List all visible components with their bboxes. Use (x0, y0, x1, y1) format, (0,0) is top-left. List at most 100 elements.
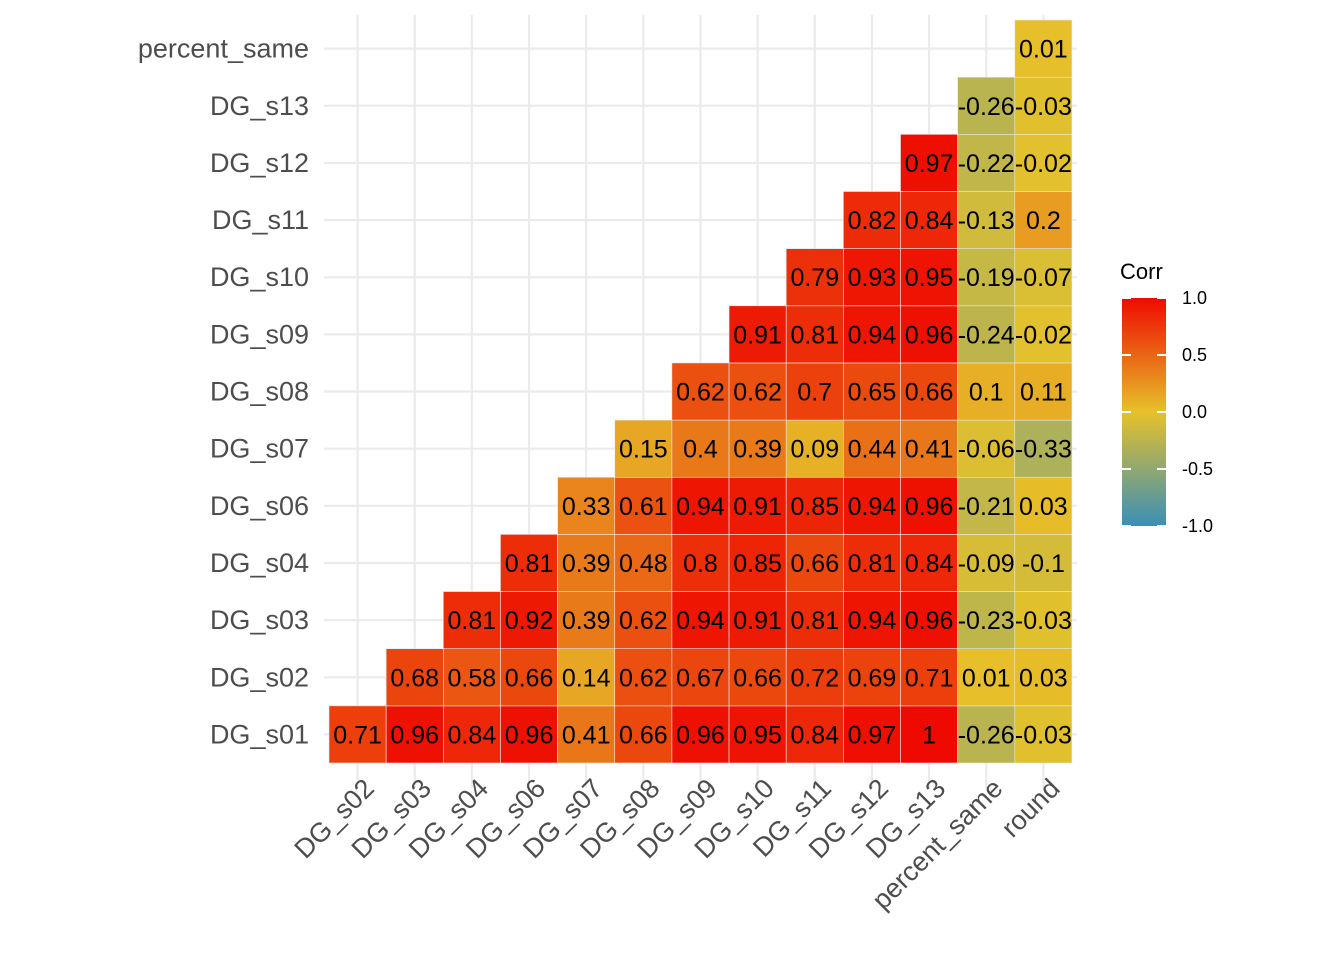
cell-value-label: 0.84 (790, 721, 839, 749)
heatmap-cell (957, 591, 1016, 649)
cell-value-label: -0.07 (1015, 264, 1072, 292)
cell-value-label: -0.03 (1015, 721, 1072, 749)
cell-value-label: -0.22 (958, 150, 1015, 178)
cell-value-label: 0.61 (619, 493, 668, 521)
heatmap-cell (957, 476, 1016, 535)
legend-title: Corr (1120, 259, 1163, 284)
cell-value-label: 0.03 (1019, 493, 1068, 521)
y-tick-label: DG_s13 (210, 91, 309, 121)
heatmap-cell (328, 705, 387, 764)
legend-tick-label: 0.0 (1182, 402, 1207, 422)
heatmap-cell (671, 591, 730, 649)
heatmap-cell (957, 134, 1016, 192)
heatmap-cell (900, 705, 958, 764)
heatmap-cell (900, 362, 958, 421)
heatmap-cell (900, 191, 958, 249)
cell-value-label: 0.66 (505, 664, 554, 692)
cell-value-label: 0.1 (969, 379, 1004, 407)
heatmap-cell (785, 648, 844, 707)
legend-tick-label: -1.0 (1182, 516, 1213, 536)
heatmap-cell (785, 591, 844, 649)
heatmap-cell (843, 476, 901, 535)
heatmap-cell (900, 648, 958, 707)
heatmap-cell (1014, 248, 1073, 307)
cell-value-label: 0.81 (505, 550, 554, 578)
y-axis: DG_s01 DG_s02 DG_s03 DG_s04 DG_s06 DG_s07 DG_s… (138, 34, 309, 750)
heatmap-cell (785, 362, 844, 421)
cell-value-label: -0.24 (958, 321, 1015, 349)
x-tick-label: round (996, 773, 1066, 843)
y-tick-label: DG_s11 (212, 205, 309, 235)
cell-value-label: 0.79 (790, 264, 839, 292)
heatmap-cell (728, 419, 787, 478)
heatmap-cell (614, 705, 673, 764)
cell-value-label: -0.09 (958, 550, 1015, 578)
cell-value-label: 0.39 (733, 436, 782, 464)
cell-value-label: -0.13 (958, 207, 1015, 235)
cell-value-label: 0.92 (505, 607, 554, 635)
y-tick-label: DG_s06 (210, 491, 309, 521)
cell-value-label: 0.66 (790, 550, 839, 578)
cell-value-label: 0.48 (619, 550, 668, 578)
heatmap-cell (671, 476, 730, 535)
cell-value-label: 0.94 (848, 321, 897, 349)
cell-value-label: 0.94 (848, 607, 897, 635)
cell-value-label: 0.03 (1019, 664, 1068, 692)
cell-value-label: 0.01 (1019, 36, 1068, 64)
cell-value-label: 0.96 (390, 721, 439, 749)
cell-value-label: 0.8 (683, 550, 718, 578)
cell-value-label: 0.4 (683, 436, 718, 464)
cell-value-label: 0.7 (797, 379, 832, 407)
cell-value-label: 0.66 (733, 664, 782, 692)
heatmap-cell (843, 191, 901, 249)
cell-value-label: 0.33 (562, 493, 611, 521)
cell-value-label: 0.62 (619, 664, 668, 692)
cell-value-label: 0.71 (333, 721, 382, 749)
heatmap-cell (614, 534, 673, 592)
heatmap-cell (1014, 19, 1073, 78)
heatmap-cell (900, 248, 958, 307)
heatmap-cell (900, 591, 958, 649)
cell-value-label: 0.68 (390, 664, 439, 692)
y-tick-label: DG_s02 (210, 662, 309, 692)
heatmap-cell (1014, 705, 1073, 764)
heatmap-cell (957, 362, 1016, 421)
cell-value-label: 1 (922, 721, 936, 749)
heatmap-cell (1014, 134, 1073, 192)
cell-value-label: 0.84 (905, 550, 954, 578)
legend-tick-label: 1.0 (1182, 288, 1207, 308)
heatmap-cell (843, 648, 901, 707)
cell-value-label: -0.26 (958, 93, 1015, 121)
cell-value-label: 0.81 (848, 550, 897, 578)
heatmap-cell (957, 705, 1016, 764)
y-tick-label: percent_same (138, 34, 309, 64)
cell-value-label: 0.69 (848, 664, 897, 692)
cell-value-label: 0.84 (905, 207, 954, 235)
heatmap-cell (1014, 362, 1073, 421)
heatmap-cell (557, 648, 616, 707)
heatmap-cell (843, 419, 901, 478)
heatmap-cells (328, 19, 1073, 764)
cell-value-label: -0.26 (958, 721, 1015, 749)
cell-value-label: 0.96 (505, 721, 554, 749)
heatmap-cell (957, 419, 1016, 478)
heatmap-cell (785, 476, 844, 535)
heatmap-cell (557, 476, 616, 535)
heatmap-cell (728, 534, 787, 592)
heatmap-cell (1014, 591, 1073, 649)
cell-value-label: 0.95 (733, 721, 782, 749)
cell-value-label: 0.91 (733, 321, 782, 349)
heatmap-cell (614, 476, 673, 535)
heatmap-cell (500, 705, 558, 764)
cell-value-label: -0.02 (1015, 321, 1072, 349)
y-tick-label: DG_s01 (210, 719, 309, 749)
cell-value-label: 0.81 (790, 321, 839, 349)
cell-value-label: 0.72 (790, 664, 839, 692)
heatmap-cell (1014, 476, 1073, 535)
heatmap-cell (442, 648, 501, 707)
heatmap-cell (557, 591, 616, 649)
cell-value-label: -0.33 (1015, 436, 1072, 464)
cell-value-label: 0.95 (905, 264, 954, 292)
cell-value-label: 0.96 (676, 721, 725, 749)
